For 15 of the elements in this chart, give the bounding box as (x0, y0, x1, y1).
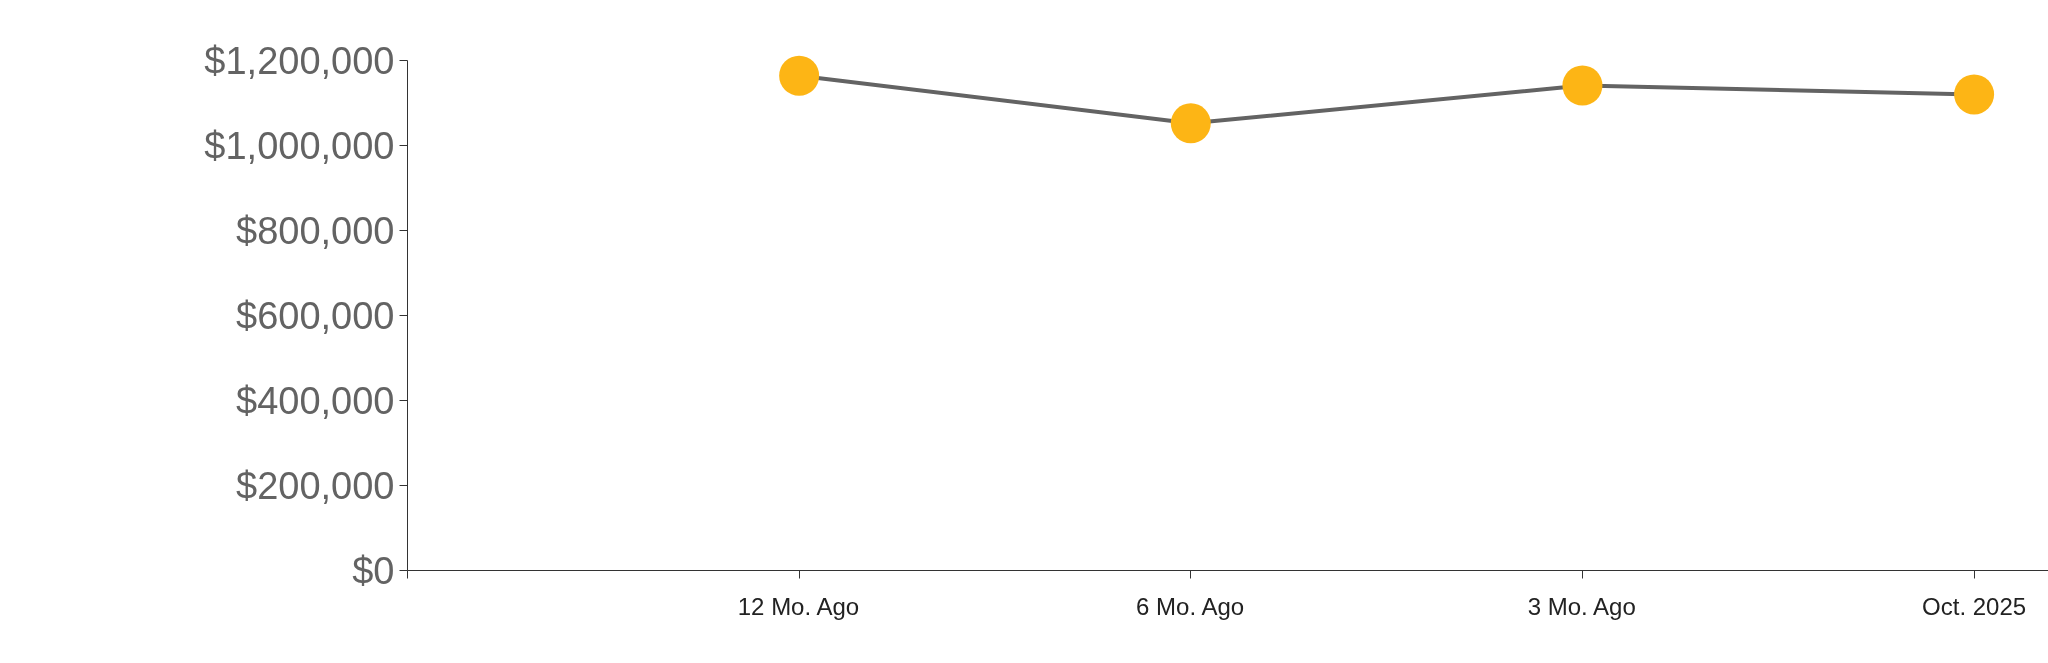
point (1170, 103, 1211, 144)
y-tick-label: $200,000 (236, 464, 395, 507)
point (1562, 65, 1603, 106)
y-tick-label: $1,200,000 (204, 39, 395, 82)
y-tick-label: $400,000 (236, 379, 395, 422)
y-tick-label: $0 (352, 549, 395, 592)
x-tick-label: 12 Mo. Ago (737, 592, 860, 620)
x-tick-label: Oct. 2025 (1922, 592, 2027, 620)
y-tick-label: $600,000 (236, 294, 395, 337)
y-tick-label: $1,000,000 (204, 124, 395, 167)
point (1954, 74, 1995, 115)
y-tick-label: $800,000 (236, 209, 395, 252)
point (779, 55, 820, 96)
x-tick-label: 3 Mo. Ago (1527, 592, 1636, 620)
x-tick-label: 6 Mo. Ago (1136, 592, 1245, 620)
